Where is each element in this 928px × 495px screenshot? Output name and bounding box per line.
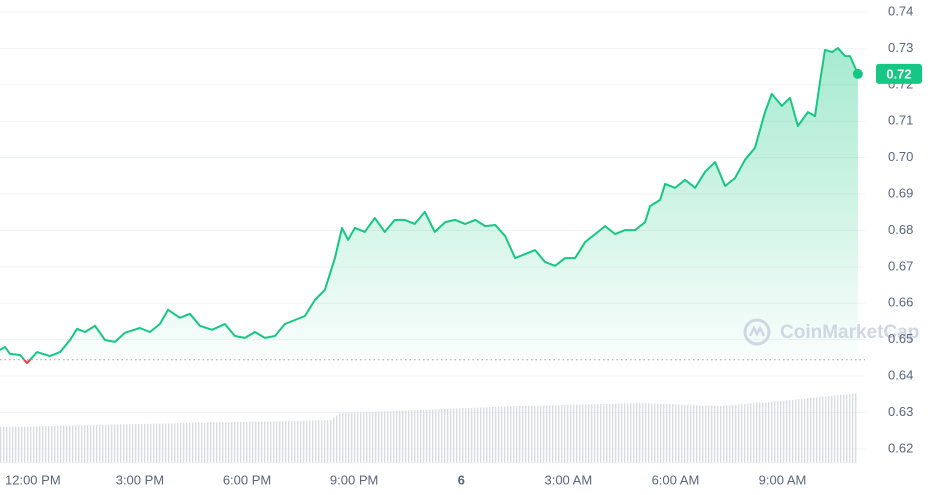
plot (0, 47, 865, 364)
x-tick-label: 3:00 PM (116, 472, 164, 487)
last-point (852, 68, 863, 79)
price-line (0, 47, 859, 360)
volume-bars (0, 393, 858, 463)
x-tick-label: 6 (458, 472, 465, 487)
price-area (0, 48, 858, 360)
x-tick-label: 6:00 AM (652, 472, 700, 487)
x-tick-label: 6:00 PM (223, 472, 271, 487)
x-tick-label: 9:00 PM (330, 472, 378, 487)
price-badge-text: 0.72 (886, 66, 911, 81)
y-tick-label: 0.63 (888, 404, 913, 419)
y-tick-label: 0.64 (888, 368, 913, 383)
watermark: CoinMarketCap (743, 318, 919, 346)
x-tick-label: 12:00 PM (5, 472, 61, 487)
y-tick-label: 0.66 (888, 295, 913, 310)
price-badge (876, 63, 922, 84)
y-tick-label: 0.71 (888, 113, 913, 128)
y-tick-label: 0.68 (888, 222, 913, 237)
y-tick-label: 0.73 (888, 40, 913, 55)
x-tick-label: 9:00 AM (759, 472, 807, 487)
y-tick-label: 0.70 (888, 149, 913, 164)
y-tick-label: 0.74 (888, 3, 913, 18)
y-tick-label: 0.69 (888, 185, 913, 200)
y-tick-label: 0.65 (888, 331, 913, 346)
watermark-text: CoinMarketCap (780, 322, 919, 343)
y-tick-label: 0.62 (888, 440, 913, 455)
x-tick-label: 3:00 AM (544, 472, 592, 487)
y-tick-label: 0.67 (888, 258, 913, 273)
